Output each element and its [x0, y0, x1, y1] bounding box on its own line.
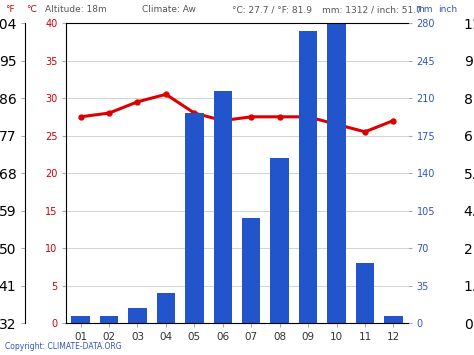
Bar	[270, 158, 289, 323]
Bar	[156, 293, 175, 323]
Text: °F: °F	[5, 5, 14, 14]
Bar	[242, 218, 260, 323]
Bar	[299, 31, 317, 323]
Text: inch: inch	[438, 5, 457, 14]
Text: Altitude: 18m: Altitude: 18m	[45, 5, 107, 14]
Bar	[384, 316, 402, 323]
Bar	[128, 308, 146, 323]
Text: mm: 1312 / inch: 51.7: mm: 1312 / inch: 51.7	[322, 5, 422, 14]
Bar	[71, 316, 90, 323]
Text: Copyright: CLIMATE-DATA.ORG: Copyright: CLIMATE-DATA.ORG	[5, 343, 121, 351]
Text: °C: 27.7 / °F: 81.9: °C: 27.7 / °F: 81.9	[232, 5, 312, 14]
Bar	[100, 316, 118, 323]
Text: °C: °C	[26, 5, 37, 14]
Text: mm: mm	[415, 5, 432, 14]
Bar	[185, 113, 203, 323]
Bar	[213, 91, 232, 323]
Bar	[356, 263, 374, 323]
Bar	[327, 23, 346, 323]
Text: Climate: Aw: Climate: Aw	[142, 5, 196, 14]
